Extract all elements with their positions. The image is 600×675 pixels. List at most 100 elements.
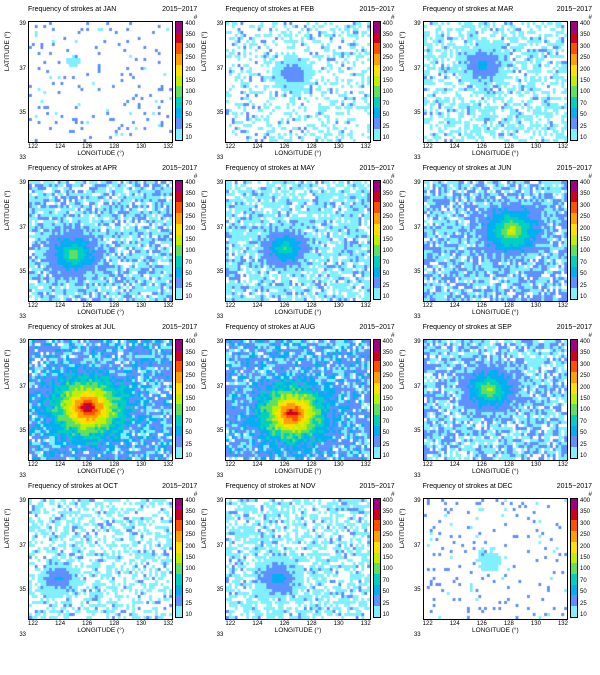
- colorbar-tick: 10: [580, 135, 590, 141]
- ytick: 33: [19, 155, 26, 161]
- x-ticks: 122124126128130132: [225, 143, 370, 150]
- colorbar-tick: 10: [580, 453, 590, 459]
- colorbar-segment: [176, 267, 182, 278]
- xtick: 122: [28, 303, 38, 309]
- x-ticks: 122124126128130132: [28, 302, 173, 309]
- coastline-overlay: [29, 22, 172, 142]
- xtick: 124: [55, 303, 65, 309]
- colorbar-segment: [176, 288, 182, 299]
- colorbar-tick: 150: [580, 237, 590, 243]
- colorbar-segment: [176, 256, 182, 267]
- colorbar-segment: [176, 542, 182, 553]
- ytick: 33: [414, 314, 421, 320]
- colorbar-tick: 100: [580, 566, 590, 572]
- xtick: 130: [531, 303, 541, 309]
- xtick: 132: [558, 303, 568, 309]
- colorbar-segment: [176, 76, 182, 87]
- coastline-overlay: [424, 181, 567, 301]
- colorbar-segment: [571, 340, 577, 351]
- panel-period: 2015~2017: [359, 324, 394, 331]
- colorbar-segment: [571, 574, 577, 585]
- colorbar-tick: 25: [580, 601, 590, 607]
- colorbar-segment: [374, 65, 380, 76]
- colorbar-segment: [571, 394, 577, 405]
- ylabel: LATITUDE (°): [4, 31, 11, 71]
- colorbar-tick: 50: [185, 112, 195, 118]
- colorbar-tick: 300: [580, 521, 590, 527]
- colorbar-unit: #: [6, 491, 199, 498]
- colorbar-segment: [374, 383, 380, 394]
- colorbar-tick: 25: [580, 124, 590, 130]
- xtick: 130: [136, 303, 146, 309]
- ylabel: LATITUDE (°): [4, 508, 11, 548]
- colorbar-segment: [571, 563, 577, 574]
- x-ticks: 122124126128130132: [28, 620, 173, 627]
- xtick: 132: [558, 621, 568, 627]
- colorbar-tick: 300: [185, 44, 195, 50]
- colorbar-tick: 70: [383, 101, 393, 107]
- xtick: 132: [163, 303, 173, 309]
- ytick: 37: [414, 384, 421, 390]
- colorbar-segment: [571, 351, 577, 362]
- y-ticks: 39373533: [19, 339, 28, 479]
- ylabel: LATITUDE (°): [399, 31, 406, 71]
- colorbar-segment: [571, 520, 577, 531]
- colorbar-unit: #: [203, 14, 396, 21]
- ytick: 39: [19, 21, 26, 27]
- colorbar-segment: [571, 585, 577, 596]
- colorbar-tick: 70: [580, 260, 590, 266]
- panel-period: 2015~2017: [359, 165, 394, 172]
- colorbar-tick: 70: [383, 419, 393, 425]
- colorbar-tick: 400: [185, 339, 195, 345]
- colorbar-segment: [374, 415, 380, 426]
- colorbar-segment: [571, 595, 577, 606]
- colorbar-tick: 25: [580, 442, 590, 448]
- colorbar-tick: 200: [580, 226, 590, 232]
- colorbar-ticks: 40035030025020015010070502510: [183, 21, 195, 141]
- xtick: 124: [252, 303, 262, 309]
- colorbar-segment: [571, 33, 577, 44]
- colorbar-segment: [374, 394, 380, 405]
- plot-area: [28, 21, 173, 143]
- colorbar-unit: #: [6, 14, 199, 21]
- colorbar-tick: 100: [383, 566, 393, 572]
- colorbar-tick: 100: [580, 89, 590, 95]
- ytick: 35: [217, 110, 224, 116]
- colorbar-ticks: 40035030025020015010070502510: [183, 498, 195, 618]
- xtick: 132: [361, 144, 371, 150]
- colorbar-tick: 10: [185, 294, 195, 300]
- colorbar-segment: [571, 43, 577, 54]
- colorbar-segment: [374, 510, 380, 521]
- xlabel: LONGITUDE (°): [28, 627, 173, 634]
- colorbar-tick: 350: [383, 509, 393, 515]
- colorbar-tick: 200: [383, 385, 393, 391]
- colorbar-tick: 10: [185, 453, 195, 459]
- ytick: 37: [19, 384, 26, 390]
- ytick: 35: [19, 428, 26, 434]
- colorbar-unit: #: [401, 173, 594, 180]
- ytick: 37: [414, 66, 421, 72]
- colorbar-tick: 200: [383, 226, 393, 232]
- colorbar-unit: #: [203, 491, 396, 498]
- colorbar-segment: [176, 97, 182, 108]
- xtick: 132: [163, 621, 173, 627]
- colorbar-segment: [176, 585, 182, 596]
- colorbar-tick: 25: [383, 442, 393, 448]
- ytick: 37: [19, 66, 26, 72]
- colorbar-segment: [176, 65, 182, 76]
- colorbar-segment: [374, 192, 380, 203]
- colorbar-segment: [374, 277, 380, 288]
- colorbar-tick: 250: [185, 214, 195, 220]
- plot-area: [423, 180, 568, 302]
- ytick: 33: [217, 314, 224, 320]
- ytick: 39: [217, 21, 224, 27]
- panel-title: Frequency of strokes at JAN: [28, 6, 116, 13]
- colorbar-segment: [374, 542, 380, 553]
- xtick: 124: [55, 144, 65, 150]
- ylabel: LATITUDE (°): [4, 190, 11, 230]
- xtick: 132: [361, 621, 371, 627]
- xlabel: LONGITUDE (°): [225, 627, 370, 634]
- ytick: 39: [19, 339, 26, 345]
- colorbar-segment: [374, 108, 380, 119]
- colorbar-segment: [571, 181, 577, 192]
